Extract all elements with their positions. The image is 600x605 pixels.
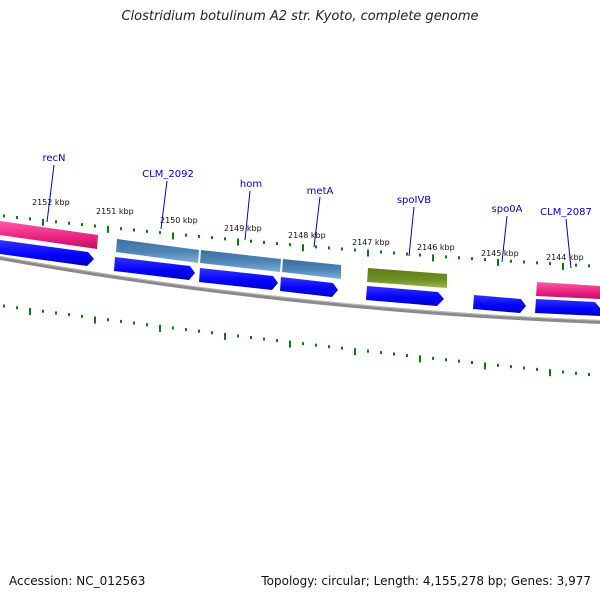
kbp-label: 2147 kbp <box>352 238 390 247</box>
kbp-label: 2148 kbp <box>288 231 326 240</box>
cds-arrow[interactable] <box>535 299 600 316</box>
kbp-label: 2145 kbp <box>481 249 519 258</box>
gene-label-CLM_2087[interactable]: CLM_2087 <box>540 207 592 218</box>
gene-feature-spoIVB[interactable] <box>367 268 447 288</box>
leader-line <box>244 190 251 241</box>
leader-line <box>565 218 572 269</box>
gene-feature-metA[interactable] <box>282 259 341 279</box>
kbp-label: 2146 kbp <box>417 243 455 252</box>
genome-summary-text: Topology: circular; Length: 4,155,278 bp… <box>261 574 591 588</box>
gene-label-metA[interactable]: metA <box>307 186 334 197</box>
kbp-label: 2152 kbp <box>32 198 70 207</box>
kbp-label: 2150 kbp <box>160 216 198 225</box>
inner-scale-ticks <box>3 304 590 377</box>
gene-feature-CLM_2092[interactable] <box>116 239 199 263</box>
leader-line <box>408 206 415 257</box>
cds-arrow[interactable] <box>366 286 444 306</box>
cds-arrow[interactable] <box>114 257 195 280</box>
leader-line <box>46 164 55 223</box>
gene-feature-hom[interactable] <box>200 250 281 272</box>
cds-arrow[interactable] <box>280 277 338 297</box>
kbp-label: 2144 kbp <box>546 253 584 262</box>
cds-arrow[interactable] <box>199 268 278 290</box>
gene-label-CLM_2092[interactable]: CLM_2092 <box>142 169 194 180</box>
cds-track <box>0 240 600 316</box>
cds-arrow[interactable] <box>0 240 94 266</box>
genome-backbone <box>0 256 600 324</box>
gene-label-spoIVB[interactable]: spoIVB <box>397 195 431 206</box>
map-title: Clostridium botulinum A2 str. Kyoto, com… <box>121 9 479 24</box>
gene-feature-CLM_2087[interactable] <box>536 282 600 299</box>
kbp-label: 2149 kbp <box>224 224 262 233</box>
gene-label-recN[interactable]: recN <box>42 153 65 164</box>
gene-feature-recN[interactable] <box>0 221 98 249</box>
gene-label-spo0A[interactable]: spo0A <box>492 204 523 215</box>
leader-line <box>313 196 321 248</box>
leader-line <box>501 215 508 263</box>
gene-labels: recN CLM_2092 hom metA spoIVB spo0A CLM_… <box>42 153 592 269</box>
kbp-labels: 2152 kbp 2151 kbp 2150 kbp 2149 kbp 2148… <box>32 198 584 262</box>
cds-arrow[interactable] <box>473 295 526 313</box>
outer-scale-ticks <box>3 214 590 270</box>
kbp-label: 2151 kbp <box>96 207 134 216</box>
gene-label-hom[interactable]: hom <box>240 179 262 190</box>
accession-text: Accession: NC_012563 <box>9 574 146 588</box>
genome-backbone-highlight <box>0 256 600 321</box>
leader-line <box>160 180 168 230</box>
feature-track-upper <box>0 221 600 299</box>
